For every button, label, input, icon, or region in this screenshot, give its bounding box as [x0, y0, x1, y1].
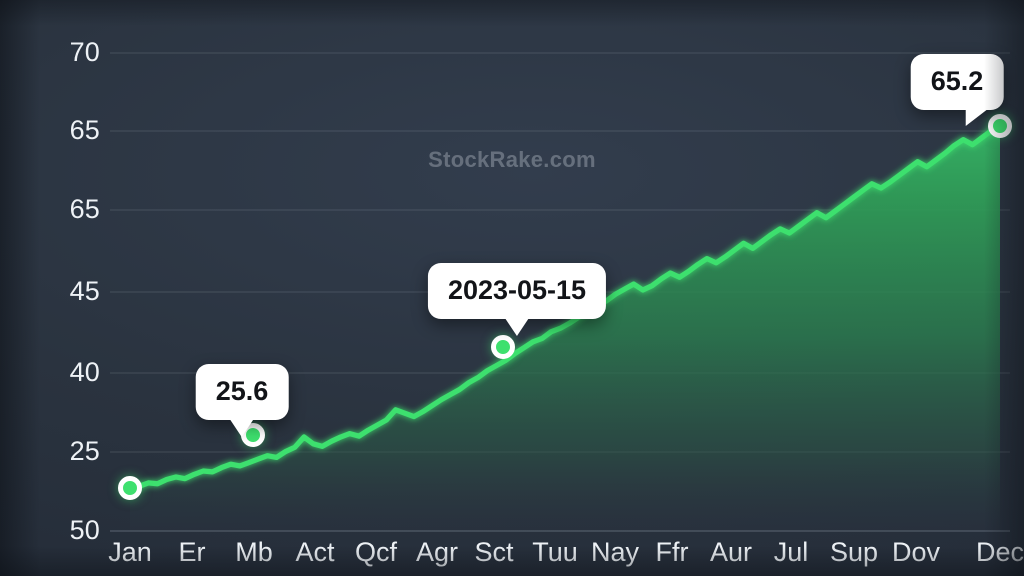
x-axis-tick-label: Jan	[108, 537, 152, 567]
x-axis-tick-label: Tuu	[532, 537, 578, 567]
x-axis: Jan Er Mb Act Qcf Agr Sct Tuu Nay Ffr Aur Jul Sup Dov…	[100, 531, 1024, 576]
x-axis-tick-label: Dec	[975, 537, 1024, 567]
y-axis-tick-label: 45	[69, 276, 100, 306]
tooltip-text: 65.2	[930, 66, 984, 96]
y-axis-tick-label: 25	[69, 436, 100, 466]
x-axis-tick-label: Sct	[474, 537, 514, 567]
x-axis-tick-label: Act	[295, 537, 335, 567]
x-axis-tick-label: Nay	[590, 537, 640, 567]
x-axis-tick-label: Agr	[415, 537, 459, 567]
tooltip-date-mid: 2023-05-15	[427, 263, 607, 336]
x-axis-tick-label: Jul	[773, 537, 809, 567]
tooltip-tail	[505, 318, 529, 336]
x-axis-tick-label: Sup	[829, 537, 879, 567]
y-axis-tick-label: 65	[69, 194, 100, 224]
tooltip-tail	[230, 419, 254, 437]
y-axis-tick-label: 40	[69, 357, 100, 387]
tooltip-value-first: 25.6	[195, 364, 289, 437]
x-axis-tick-label: Dov	[891, 537, 941, 567]
tooltip-tail	[965, 106, 992, 126]
tooltip-text: 2023-05-15	[447, 275, 587, 305]
x-axis-tick-label: Aur	[709, 537, 753, 567]
x-axis-tick-label: Mb	[235, 537, 273, 567]
y-axis: 70 65 65 45 40 25 50	[0, 0, 100, 576]
y-axis-tick-label: 50	[69, 515, 100, 545]
x-axis-tick-label: Ffr	[655, 537, 689, 567]
y-axis-tick-label: 65	[69, 115, 100, 145]
data-point-dot[interactable]	[491, 335, 515, 359]
tooltip-text: 25.6	[215, 376, 269, 406]
y-axis-tick-label: 70	[69, 37, 100, 67]
x-axis-tick-label: Qcf	[354, 537, 398, 567]
tooltip-value-last: 65.2	[910, 54, 1004, 126]
x-axis-tick-label: Er	[178, 537, 206, 567]
data-point-dot[interactable]	[118, 476, 142, 500]
data-point-dot[interactable]	[988, 114, 1012, 138]
